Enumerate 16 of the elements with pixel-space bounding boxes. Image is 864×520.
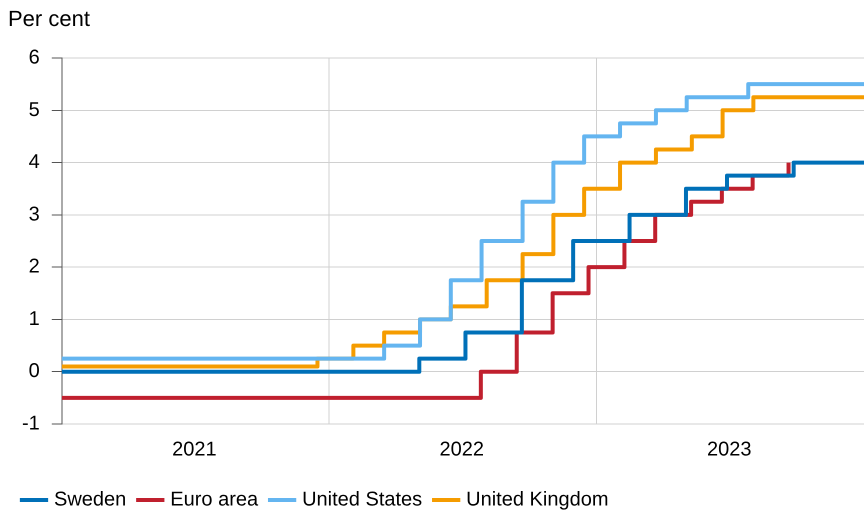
- x-tick-label: 2023: [706, 438, 752, 461]
- y-tick-label: -1: [22, 412, 40, 435]
- y-tick-label: 6: [28, 46, 40, 69]
- y-tick-label: 2: [28, 256, 40, 278]
- legend-label: United States: [302, 488, 422, 511]
- y-tick-label: 5: [28, 98, 40, 121]
- y-axis-title: Per cent: [8, 6, 90, 32]
- y-tick-label: 0: [28, 360, 40, 382]
- x-tick-label: 2021: [172, 438, 217, 461]
- y-tick-label: 3: [28, 203, 40, 226]
- x-tick-label: 2022: [440, 438, 484, 461]
- legend-label: Sweden: [54, 488, 126, 511]
- legend-label: United Kingdom: [466, 488, 608, 511]
- y-tick-label: 1: [28, 308, 40, 330]
- y-tick-label: 4: [28, 151, 40, 174]
- legend-label: Euro area: [170, 488, 259, 511]
